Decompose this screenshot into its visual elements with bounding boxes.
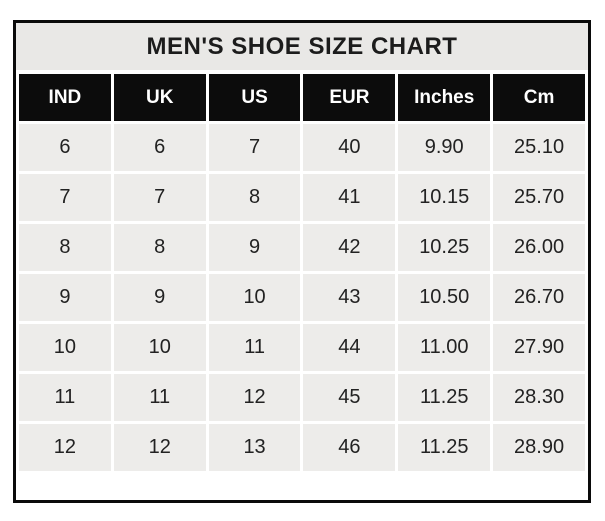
- table-cell: 28.30: [493, 374, 585, 421]
- table-cell: 45: [303, 374, 396, 421]
- table-row: 11 11 12 45 11.25 28.30: [19, 374, 585, 421]
- size-table: IND UK US EUR Inches Cm 6 6 7 40 9.90 25.10 7 7 8 41 10…: [16, 71, 588, 474]
- table-cell: 10.15: [398, 174, 491, 221]
- column-header-ind: IND: [19, 74, 111, 121]
- table-cell: 7: [113, 174, 206, 221]
- size-table-header: IND UK US EUR Inches Cm: [19, 74, 585, 121]
- table-cell: 41: [303, 174, 396, 221]
- table-cell: 10: [113, 324, 206, 371]
- table-cell: 9: [19, 274, 111, 321]
- chart-title: MEN'S SHOE SIZE CHART: [16, 23, 588, 72]
- table-cell: 11.25: [398, 374, 491, 421]
- table-row: 12 12 13 46 11.25 28.90: [19, 424, 585, 471]
- table-cell: 11.00: [398, 324, 491, 371]
- table-cell: 12: [113, 424, 206, 471]
- table-cell: 25.70: [493, 174, 585, 221]
- table-cell: 42: [303, 224, 396, 271]
- column-header-cm: Cm: [493, 74, 585, 121]
- header-row: IND UK US EUR Inches Cm: [19, 74, 585, 121]
- column-header-inches: Inches: [398, 74, 491, 121]
- table-cell: 9: [208, 224, 301, 271]
- table-row: 9 9 10 43 10.50 26.70: [19, 274, 585, 321]
- table-cell: 12: [208, 374, 301, 421]
- table-row: 6 6 7 40 9.90 25.10: [19, 124, 585, 171]
- table-cell: 43: [303, 274, 396, 321]
- table-row: 10 10 11 44 11.00 27.90: [19, 324, 585, 371]
- table-cell: 10.25: [398, 224, 491, 271]
- table-cell: 8: [113, 224, 206, 271]
- table-cell: 10: [208, 274, 301, 321]
- table-cell: 26.70: [493, 274, 585, 321]
- table-cell: 9: [113, 274, 206, 321]
- table-cell: 44: [303, 324, 396, 371]
- column-header-uk: UK: [113, 74, 206, 121]
- table-cell: 8: [19, 224, 111, 271]
- table-cell: 40: [303, 124, 396, 171]
- table-cell: 26.00: [493, 224, 585, 271]
- table-row: 8 8 9 42 10.25 26.00: [19, 224, 585, 271]
- table-cell: 6: [113, 124, 206, 171]
- table-cell: 7: [19, 174, 111, 221]
- table-cell: 25.10: [493, 124, 585, 171]
- table-cell: 10: [19, 324, 111, 371]
- column-header-eur: EUR: [303, 74, 396, 121]
- table-cell: 11.25: [398, 424, 491, 471]
- table-cell: 8: [208, 174, 301, 221]
- table-cell: 6: [19, 124, 111, 171]
- table-cell: 11: [113, 374, 206, 421]
- table-cell: 13: [208, 424, 301, 471]
- table-cell: 12: [19, 424, 111, 471]
- shoe-size-chart: MEN'S SHOE SIZE CHART IND UK US EUR Inches Cm…: [13, 20, 591, 503]
- column-header-us: US: [208, 74, 301, 121]
- table-cell: 10.50: [398, 274, 491, 321]
- table-cell: 46: [303, 424, 396, 471]
- table-cell: 28.90: [493, 424, 585, 471]
- table-cell: 11: [19, 374, 111, 421]
- table-row: 7 7 8 41 10.15 25.70: [19, 174, 585, 221]
- table-cell: 27.90: [493, 324, 585, 371]
- table-cell: 7: [208, 124, 301, 171]
- table-cell: 9.90: [398, 124, 491, 171]
- table-cell: 11: [208, 324, 301, 371]
- size-table-body: 6 6 7 40 9.90 25.10 7 7 8 41 10.15 25.70 8 8 9 42 10.25 2…: [19, 124, 585, 471]
